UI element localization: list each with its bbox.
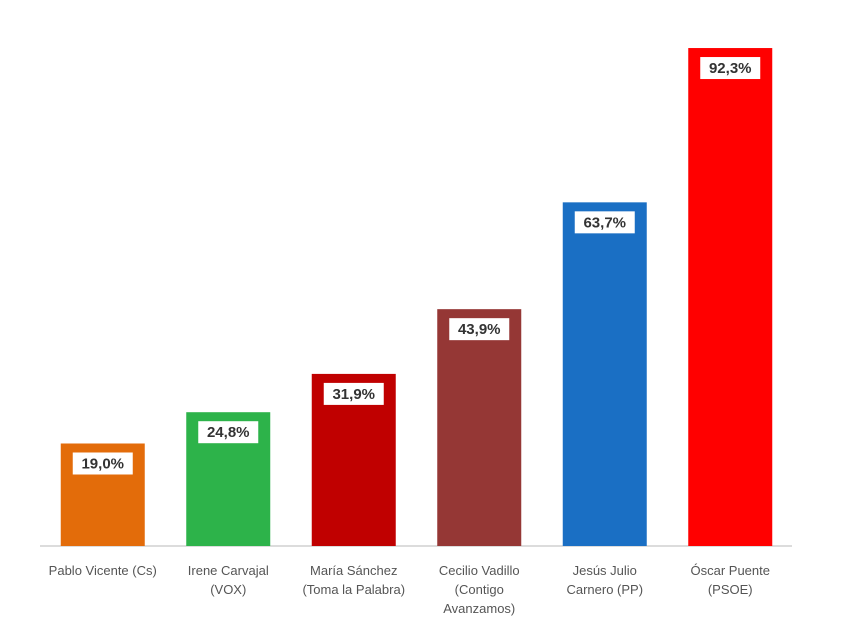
- x-tick-label: Irene Carvajal (VOX): [187, 563, 269, 597]
- value-label: 19,0%: [81, 455, 124, 472]
- value-label-box: [700, 57, 761, 80]
- value-label: 31,9%: [332, 386, 375, 403]
- value-label: 63,7%: [583, 214, 626, 231]
- value-label-box: [72, 452, 133, 475]
- value-label-box: [449, 318, 510, 341]
- x-tick-label: Jesús Julio Carnero (PP): [566, 563, 644, 597]
- x-tick-label: Pablo Vicente (Cs): [48, 563, 157, 578]
- value-label-box: [574, 211, 635, 234]
- value-label: 43,9%: [458, 321, 501, 338]
- bar: [437, 309, 522, 546]
- bar: [688, 48, 773, 546]
- x-tick-label: Óscar Puente (PSOE): [690, 563, 771, 597]
- value-label-box: [323, 382, 384, 405]
- x-tick-label: Cecilio Vadillo (Contigo Avanzamos): [438, 563, 520, 616]
- x-tick-label: María Sánchez (Toma la Palabra): [302, 563, 406, 597]
- value-label-box: [198, 421, 259, 444]
- value-label: 24,8%: [207, 424, 250, 441]
- value-label: 92,3%: [709, 60, 752, 77]
- bar: [562, 202, 647, 546]
